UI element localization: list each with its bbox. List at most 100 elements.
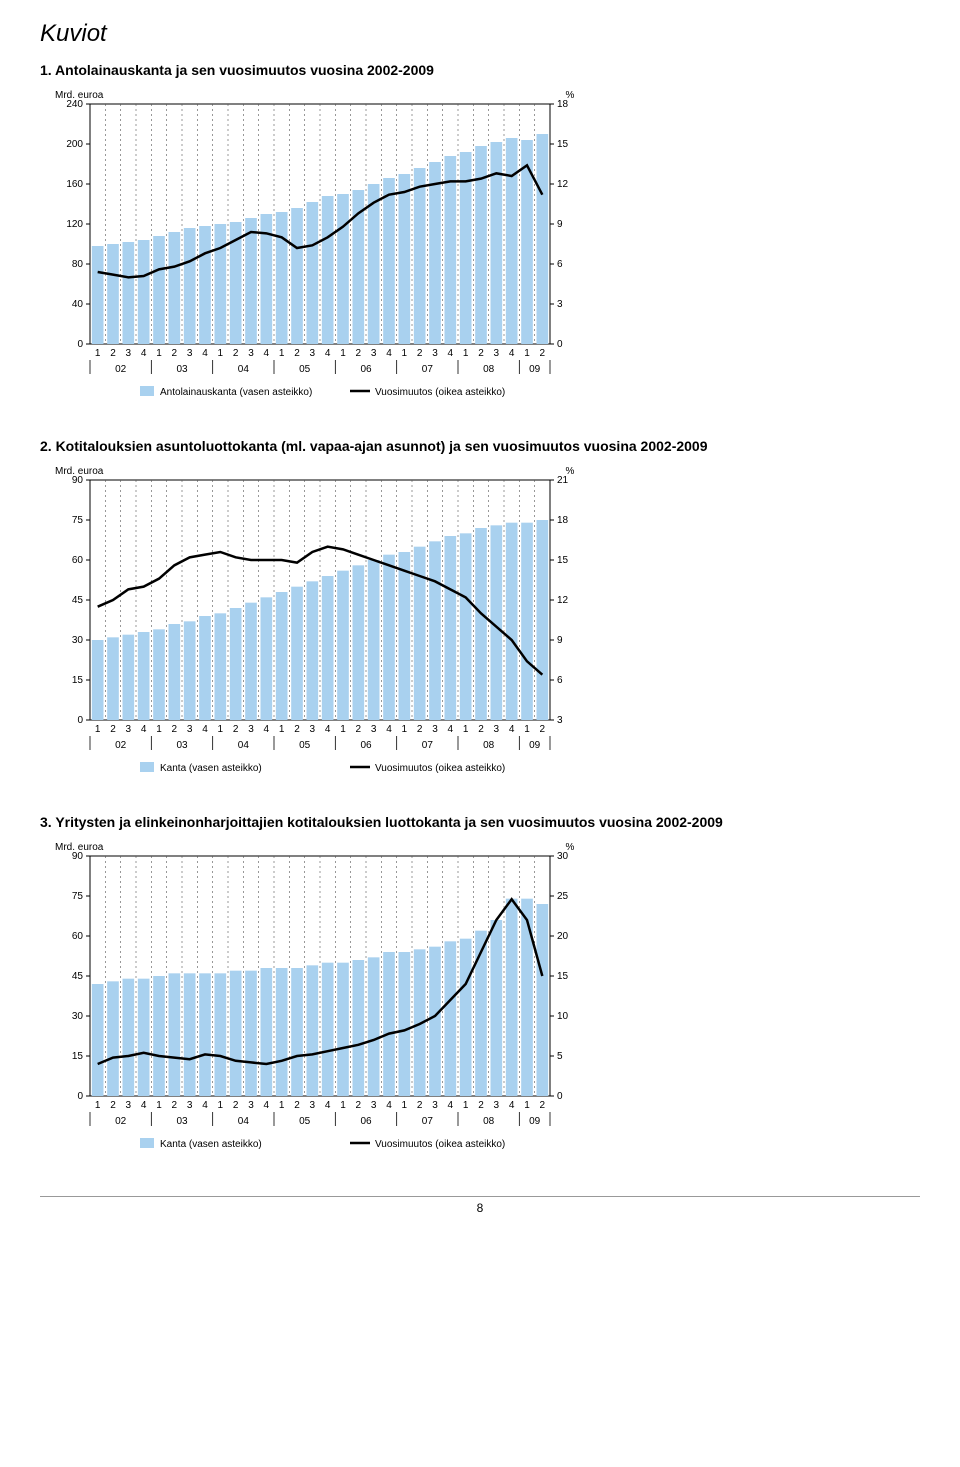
svg-text:4: 4 [325, 348, 331, 359]
svg-text:2: 2 [540, 348, 546, 359]
svg-text:12: 12 [557, 179, 569, 190]
svg-text:4: 4 [448, 1100, 454, 1111]
svg-text:4: 4 [264, 1100, 270, 1111]
svg-text:09: 09 [529, 1116, 541, 1127]
svg-text:02: 02 [115, 364, 127, 375]
svg-text:40: 40 [72, 299, 84, 310]
svg-text:3: 3 [248, 348, 254, 359]
svg-text:120: 120 [66, 219, 83, 230]
svg-text:45: 45 [72, 595, 84, 606]
svg-text:1: 1 [218, 1100, 224, 1111]
svg-text:3: 3 [187, 1100, 193, 1111]
svg-text:2: 2 [294, 1100, 300, 1111]
svg-text:1: 1 [218, 348, 224, 359]
svg-text:1: 1 [218, 724, 224, 735]
svg-text:Vuosimuutos (oikea asteikko): Vuosimuutos (oikea asteikko) [375, 387, 505, 398]
svg-text:2: 2 [110, 348, 116, 359]
svg-text:2: 2 [417, 1100, 423, 1111]
svg-text:80: 80 [72, 259, 84, 270]
svg-text:3: 3 [248, 1100, 254, 1111]
svg-text:Kanta (vasen asteikko): Kanta (vasen asteikko) [160, 763, 262, 774]
svg-text:2: 2 [356, 1100, 362, 1111]
svg-text:18: 18 [557, 515, 569, 526]
svg-text:Mrd. euroa: Mrd. euroa [55, 466, 104, 477]
svg-text:0: 0 [557, 1091, 563, 1102]
svg-text:4: 4 [509, 348, 515, 359]
svg-text:07: 07 [422, 364, 434, 375]
svg-text:1: 1 [402, 724, 408, 735]
svg-text:2: 2 [233, 1100, 239, 1111]
svg-text:3: 3 [371, 1100, 377, 1111]
svg-text:05: 05 [299, 364, 311, 375]
svg-text:03: 03 [176, 1116, 188, 1127]
svg-text:3: 3 [310, 1100, 316, 1111]
svg-text:2: 2 [110, 724, 116, 735]
svg-text:20: 20 [557, 931, 569, 942]
svg-text:1: 1 [156, 348, 162, 359]
svg-text:4: 4 [509, 1100, 515, 1111]
svg-text:1: 1 [156, 1100, 162, 1111]
svg-text:1: 1 [463, 724, 469, 735]
chart2-svg: 015304560759036912151821Mrd. euroa%12341… [40, 460, 600, 790]
svg-text:75: 75 [72, 515, 84, 526]
chart1-title: 1. Antolainauskanta ja sen vuosimuutos v… [40, 62, 920, 78]
svg-text:3: 3 [371, 348, 377, 359]
svg-text:4: 4 [141, 724, 147, 735]
svg-text:%: % [566, 466, 575, 477]
svg-text:2: 2 [110, 1100, 116, 1111]
svg-text:160: 160 [66, 179, 83, 190]
svg-text:4: 4 [202, 724, 208, 735]
svg-text:3: 3 [126, 1100, 132, 1111]
svg-text:09: 09 [529, 740, 541, 751]
svg-text:Kanta (vasen asteikko): Kanta (vasen asteikko) [160, 1139, 262, 1150]
svg-text:6: 6 [557, 675, 563, 686]
svg-text:3: 3 [557, 715, 563, 726]
svg-text:08: 08 [483, 740, 495, 751]
svg-text:4: 4 [325, 724, 331, 735]
svg-text:0: 0 [77, 1091, 83, 1102]
svg-text:0: 0 [77, 339, 83, 350]
svg-text:1: 1 [279, 1100, 285, 1111]
chart3-svg: 0153045607590051015202530Mrd. euroa%1234… [40, 836, 600, 1166]
svg-text:03: 03 [176, 740, 188, 751]
svg-text:1: 1 [524, 1100, 530, 1111]
chart1-svg: 040801201602002400369121518Mrd. euroa%12… [40, 84, 600, 414]
page-number: 8 [477, 1201, 484, 1215]
svg-text:05: 05 [299, 740, 311, 751]
svg-text:2: 2 [478, 348, 484, 359]
svg-text:1: 1 [463, 348, 469, 359]
svg-text:1: 1 [340, 348, 346, 359]
svg-text:2: 2 [540, 1100, 546, 1111]
svg-text:1: 1 [279, 348, 285, 359]
svg-text:4: 4 [202, 348, 208, 359]
svg-text:9: 9 [557, 219, 563, 230]
svg-text:%: % [566, 90, 575, 101]
svg-text:3: 3 [494, 724, 500, 735]
svg-text:2: 2 [540, 724, 546, 735]
svg-text:Antolainauskanta (vasen asteik: Antolainauskanta (vasen asteikko) [160, 387, 312, 398]
svg-text:12: 12 [557, 595, 569, 606]
svg-text:30: 30 [72, 1011, 84, 1022]
svg-text:2: 2 [172, 724, 178, 735]
svg-text:05: 05 [299, 1116, 311, 1127]
svg-text:1: 1 [340, 1100, 346, 1111]
svg-text:04: 04 [238, 364, 250, 375]
svg-text:02: 02 [115, 740, 127, 751]
svg-text:Vuosimuutos (oikea asteikko): Vuosimuutos (oikea asteikko) [375, 1139, 505, 1150]
chart2-section: 2. Kotitalouksien asuntoluottokanta (ml.… [40, 438, 920, 790]
svg-text:2: 2 [294, 724, 300, 735]
svg-text:08: 08 [483, 364, 495, 375]
svg-text:1: 1 [95, 724, 101, 735]
svg-text:4: 4 [141, 1100, 147, 1111]
svg-text:4: 4 [264, 348, 270, 359]
svg-text:5: 5 [557, 1051, 563, 1062]
svg-text:3: 3 [371, 724, 377, 735]
svg-text:4: 4 [325, 1100, 331, 1111]
svg-text:15: 15 [72, 675, 84, 686]
svg-text:200: 200 [66, 139, 83, 150]
svg-text:3: 3 [310, 724, 316, 735]
svg-text:1: 1 [95, 1100, 101, 1111]
svg-text:6: 6 [557, 259, 563, 270]
svg-text:1: 1 [279, 724, 285, 735]
svg-text:3: 3 [494, 1100, 500, 1111]
